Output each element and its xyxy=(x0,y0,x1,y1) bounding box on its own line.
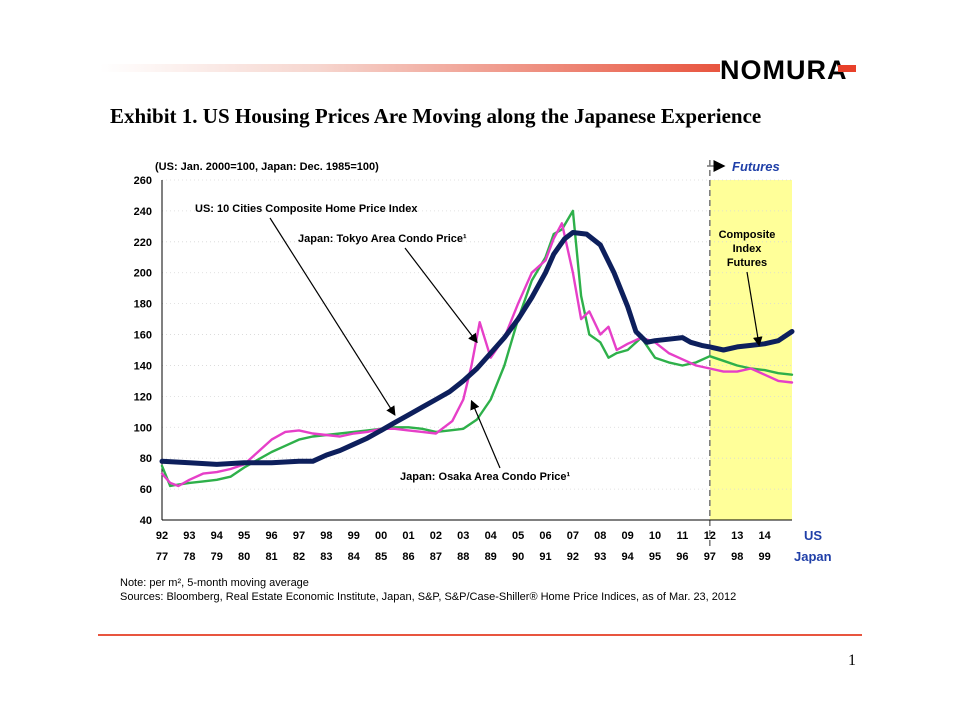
x-tick-label-japan: 88 xyxy=(457,551,469,563)
x-tick-label-us: 14 xyxy=(758,530,771,542)
annotation-futures-line3: Futures xyxy=(727,257,767,269)
futures-legend: Futures xyxy=(707,159,780,174)
x-tick-label-japan: 81 xyxy=(265,551,277,563)
x-tick-label-us: 04 xyxy=(485,530,498,542)
housing-price-chart: 40 60 80 100 120 140 160 180 200 220 240 260 92 93 94… xyxy=(134,159,832,564)
y-tick-label: 260 xyxy=(134,175,152,187)
annotation-tokyo-arrow xyxy=(404,247,478,344)
chart-container: 40 60 80 100 120 140 160 180 200 220 240 260 92 93 94… xyxy=(110,150,850,620)
y-tick-label: 180 xyxy=(134,299,152,311)
y-axis-ticks: 40 60 80 100 120 140 160 180 200 220 240 260 xyxy=(134,175,152,527)
x-tick-label-japan: 90 xyxy=(512,551,524,563)
x-axis-us-ticks: 92 93 94 95 96 97 98 99 00 01 02 03 04 05 06 07 08 09 10 11… xyxy=(156,530,772,542)
x-tick-label-us: 02 xyxy=(430,530,442,542)
x-tick-label-us: 97 xyxy=(293,530,305,542)
y-tick-label: 40 xyxy=(140,515,152,527)
x-tick-label-japan: 97 xyxy=(704,551,716,563)
x-tick-label-japan: 98 xyxy=(731,551,743,563)
x-tick-label-us: 11 xyxy=(677,530,689,542)
x-tick-label-japan: 94 xyxy=(622,551,635,563)
annotation-us-label: US: 10 Cities Composite Home Price Index xyxy=(195,203,418,215)
x-tick-label-us: 08 xyxy=(594,530,606,542)
x-tick-label-japan: 89 xyxy=(485,551,497,563)
x-tick-label-japan: 99 xyxy=(758,551,770,563)
x-tick-label-japan: 84 xyxy=(348,551,361,563)
x-tick-label-us: 98 xyxy=(320,530,332,542)
x-tick-label-us: 06 xyxy=(539,530,551,542)
x-tick-label-japan: 96 xyxy=(676,551,688,563)
x-tick-label-us: 92 xyxy=(156,530,168,542)
annotation-futures-line1: Composite xyxy=(719,229,776,241)
futures-label: Futures xyxy=(732,159,780,174)
footnote: Note: per m², 5-month moving average Sou… xyxy=(120,576,736,604)
gridlines xyxy=(162,179,792,521)
y-tick-label: 220 xyxy=(134,237,152,249)
x-tick-label-japan: 79 xyxy=(211,551,223,563)
x-tick-label-japan: 78 xyxy=(183,551,195,563)
annotation-futures-line2: Index xyxy=(733,243,763,255)
x-tick-label-japan: 93 xyxy=(594,551,606,563)
annotation-futures-arrow xyxy=(746,271,763,347)
y-tick-label: 140 xyxy=(134,360,152,372)
annotation-osaka-label: Japan: Osaka Area Condo Price¹ xyxy=(400,471,570,483)
footnote-note: Note: per m², 5-month moving average xyxy=(120,577,309,589)
y-tick-label: 80 xyxy=(140,453,152,465)
page-number: 1 xyxy=(848,652,856,669)
annotation-futures-label: Composite Index Futures xyxy=(719,229,776,269)
x-tick-label-us: 96 xyxy=(265,530,277,542)
series-group xyxy=(159,209,795,488)
x-tick-label-us: 13 xyxy=(731,530,743,542)
x-tick-label-japan: 82 xyxy=(293,551,305,563)
y-axis-unit-label: (US: Jan. 2000=100, Japan: Dec. 1985=100… xyxy=(155,161,379,173)
x-tick-label-us: 03 xyxy=(457,530,469,542)
y-tick-label: 240 xyxy=(134,206,152,218)
nomura-logo: NOMURA xyxy=(720,55,848,85)
x-tick-label-us: 12 xyxy=(704,530,716,542)
x-tick-label-japan: 87 xyxy=(430,551,442,563)
x-tick-label-us: 94 xyxy=(211,530,224,542)
x-axis-japan-name: Japan xyxy=(794,549,832,564)
annotation-osaka-arrow xyxy=(470,399,501,469)
x-tick-label-us: 01 xyxy=(402,530,414,542)
x-tick-label-japan: 80 xyxy=(238,551,250,563)
x-tick-label-us: 09 xyxy=(622,530,634,542)
x-axis-us-name: US xyxy=(804,528,822,543)
logo-accent-bar xyxy=(838,65,856,72)
x-tick-label-japan: 83 xyxy=(320,551,332,563)
footnote-sources: Sources: Bloomberg, Real Estate Economic… xyxy=(120,591,737,603)
x-tick-label-japan: 91 xyxy=(539,551,551,563)
y-tick-label: 160 xyxy=(134,330,152,342)
x-tick-label-us: 05 xyxy=(512,530,524,542)
x-tick-label-us: 10 xyxy=(649,530,661,542)
exhibit-title: Exhibit 1. US Housing Prices Are Moving … xyxy=(110,104,762,128)
x-tick-label-us: 99 xyxy=(348,530,360,542)
x-tick-label-japan: 95 xyxy=(649,551,661,563)
y-tick-label: 200 xyxy=(134,268,152,280)
us-composite-line xyxy=(159,230,795,467)
header-gradient-rule xyxy=(100,64,720,72)
osaka-condo-line xyxy=(160,209,794,488)
footer-rule xyxy=(98,634,862,636)
x-axis-japan-ticks: 77 78 79 80 81 82 83 84 85 86 87 88 89 90 91 92 93 94 95 96… xyxy=(156,551,771,563)
x-tick-label-us: 93 xyxy=(183,530,195,542)
x-tick-label-us: 00 xyxy=(375,530,387,542)
annotation-tokyo-label: Japan: Tokyo Area Condo Price¹ xyxy=(298,233,467,245)
x-tick-label-japan: 92 xyxy=(567,551,579,563)
x-tick-label-us: 07 xyxy=(567,530,579,542)
y-tick-label: 100 xyxy=(134,422,152,434)
annotation-us-arrow xyxy=(269,217,396,416)
x-tick-label-japan: 86 xyxy=(402,551,414,563)
x-tick-label-japan: 77 xyxy=(156,551,168,563)
x-tick-label-us: 95 xyxy=(238,530,250,542)
tokyo-condo-line xyxy=(160,222,794,488)
y-tick-label: 60 xyxy=(140,484,152,496)
y-tick-label: 120 xyxy=(134,391,152,403)
x-tick-label-japan: 85 xyxy=(375,551,387,563)
